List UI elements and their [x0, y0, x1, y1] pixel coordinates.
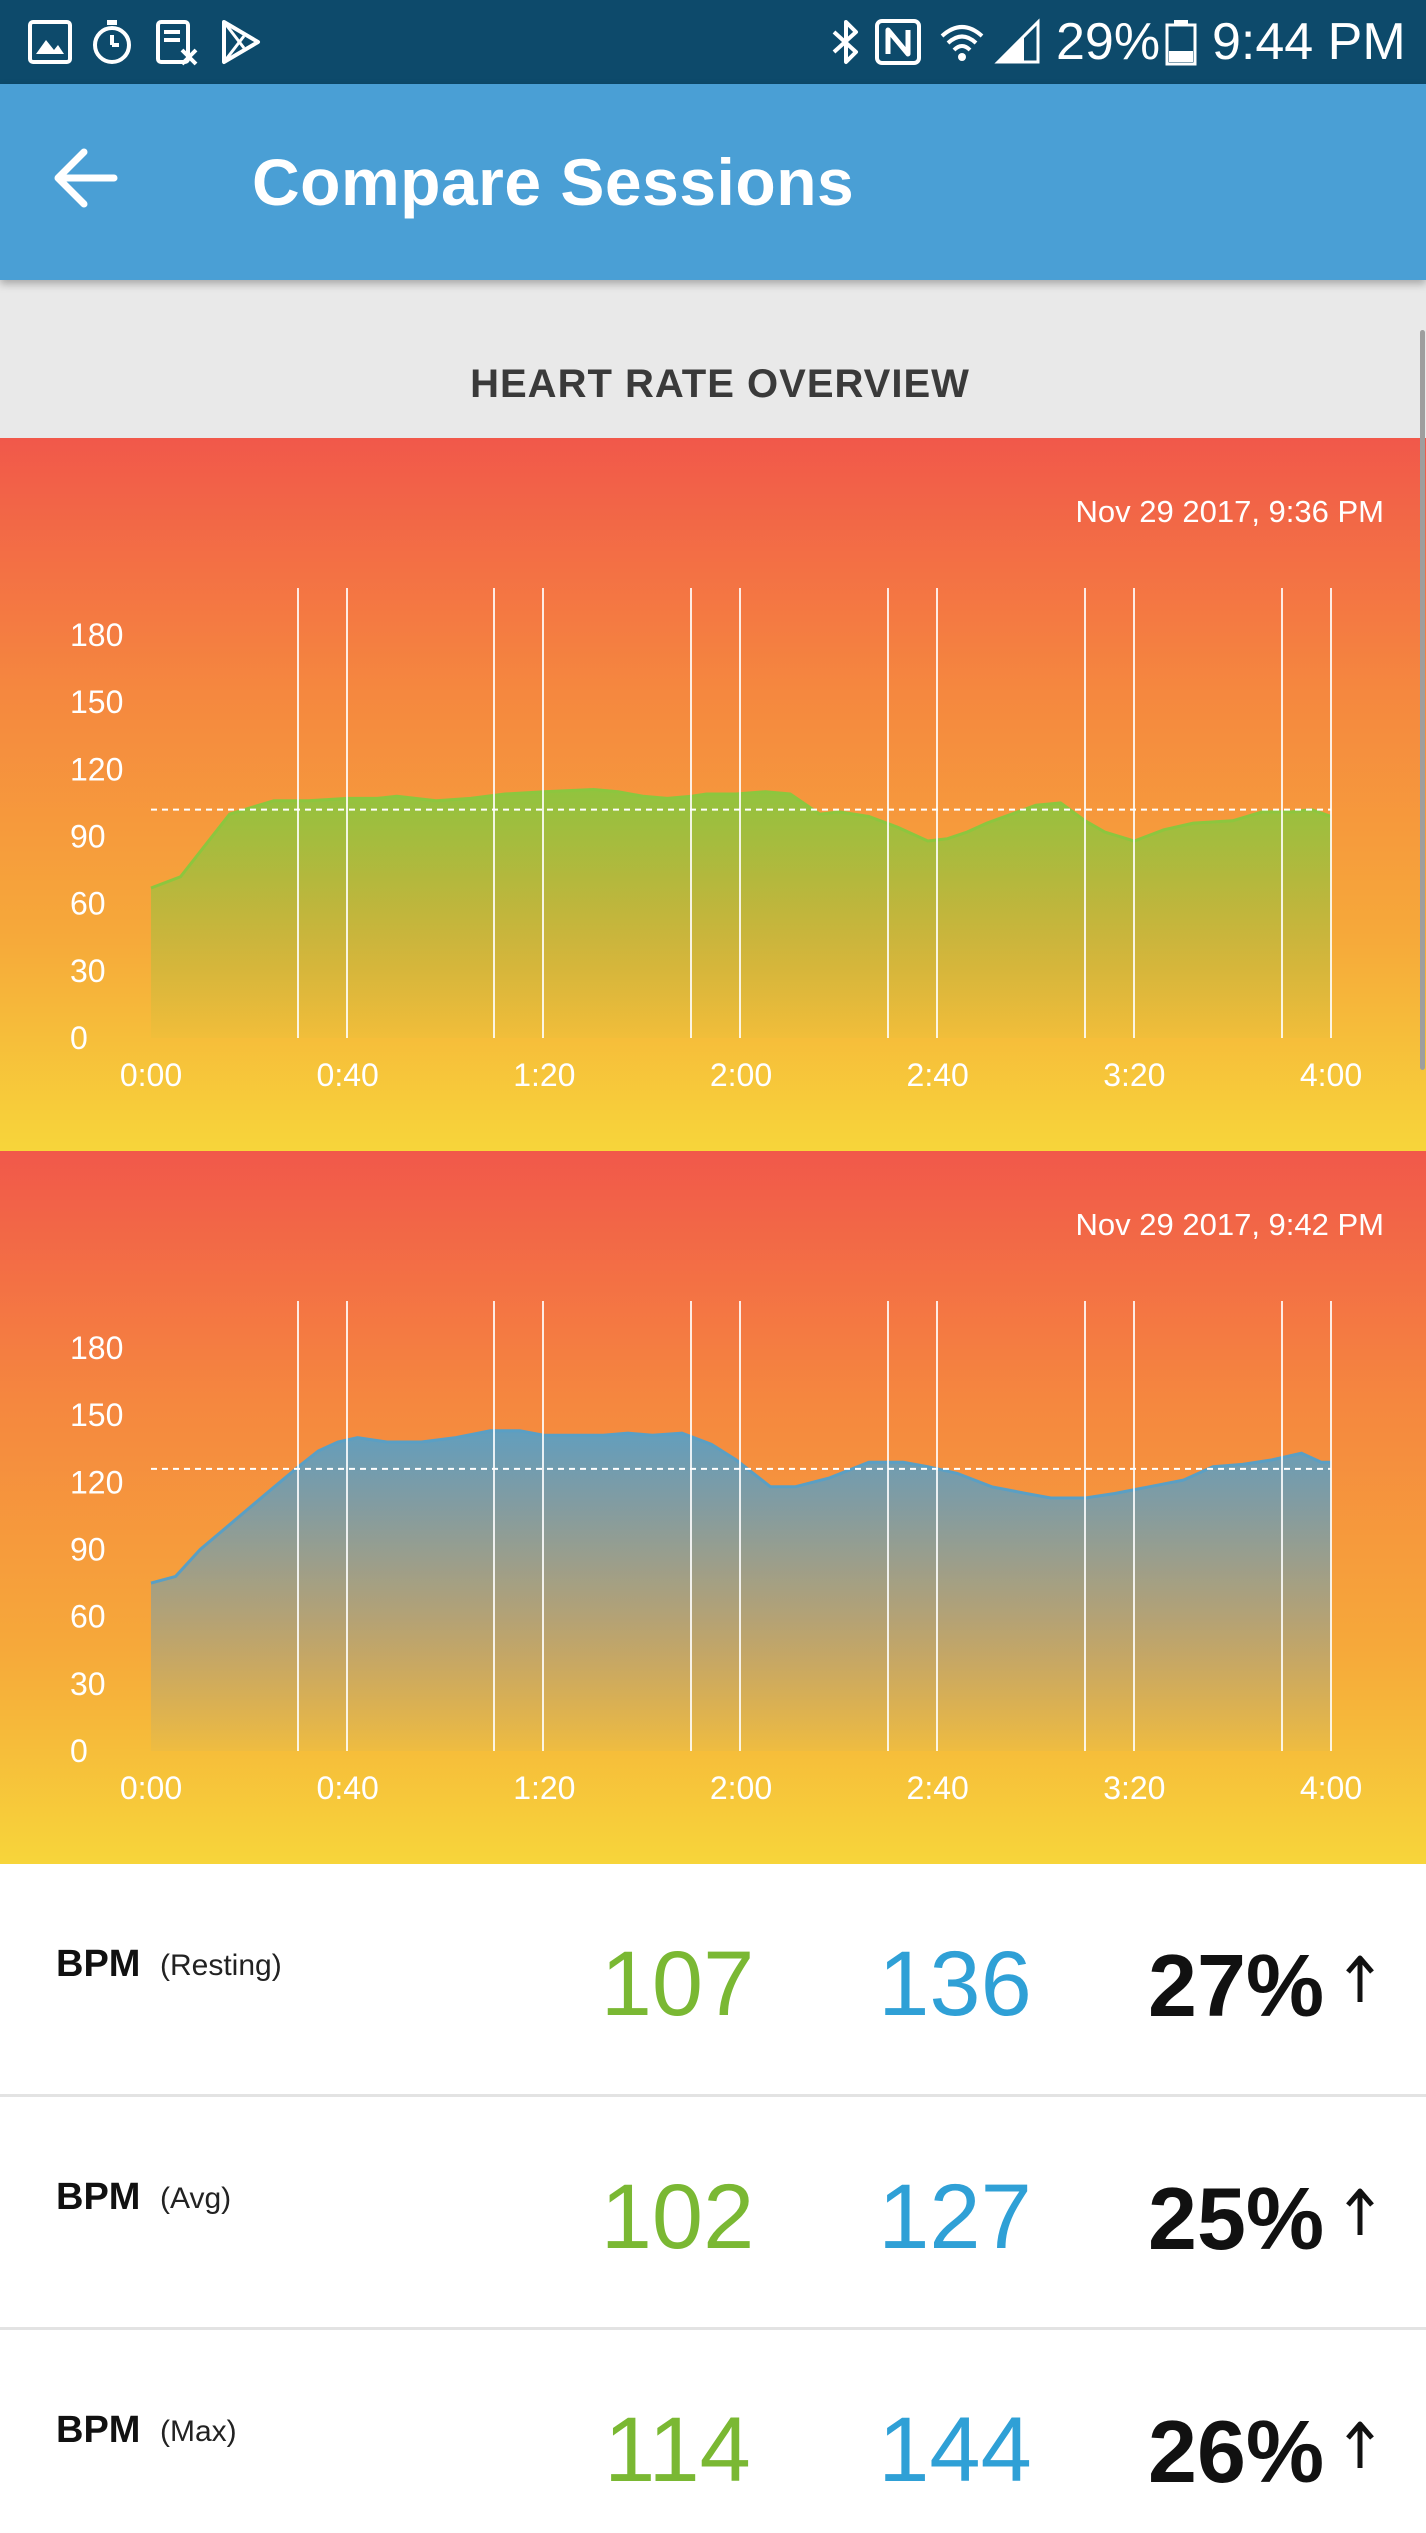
signal-icon: [994, 18, 1040, 64]
session-date: Nov 29 2017, 9:36 PM: [1075, 494, 1384, 529]
session-chart-1: Nov 29 2017, 9:36 PM 180 150 120 90 60 30 0 0:0…: [0, 438, 1426, 1151]
y-tick-label: 150: [70, 1397, 123, 1433]
stat-label: BPM: [56, 2176, 141, 2218]
session-2-value: 136: [878, 1933, 1032, 2035]
back-button[interactable]: [40, 128, 140, 228]
divider: [0, 2327, 1426, 2330]
section-header: [0, 280, 1426, 438]
y-tick-label: 90: [70, 1532, 106, 1568]
heart-rate-line: [150, 1429, 1331, 1585]
x-tick-label: 4:00: [1300, 1770, 1362, 1806]
battery-percent: 29%: [1056, 13, 1161, 71]
y-tick-label: 0: [70, 1733, 88, 1769]
nfc-icon: [875, 19, 921, 65]
stat-row-resting: BPM (Resting) 107 136 27%: [0, 1864, 1426, 2096]
stat-label: BPM: [56, 1943, 141, 1985]
change-percent: 26%: [1148, 2402, 1325, 2501]
status-time: 9:44 PM: [1212, 13, 1406, 71]
y-tick-label: 0: [70, 1020, 88, 1056]
session-2-value: 144: [878, 2399, 1032, 2501]
x-tick-label: 0:00: [120, 1057, 182, 1093]
session-1-value: 114: [604, 2399, 751, 2501]
heart-rate-chart: 180 150 120 90 60 30 0 0:00 0:40 1:20 2:00 2:40 3:20…: [70, 1301, 1362, 1806]
y-tick-label: 150: [70, 684, 123, 720]
session-date: Nov 29 2017, 9:42 PM: [1075, 1207, 1384, 1242]
stat-label: BPM: [56, 2409, 141, 2451]
x-tick-label: 3:20: [1103, 1770, 1165, 1806]
gallery-icon: [28, 20, 72, 64]
stopwatch-icon: [93, 20, 131, 64]
y-tick-label: 60: [70, 1599, 106, 1635]
y-tick-label: 60: [70, 886, 106, 922]
x-tick-label: 1:20: [513, 1770, 575, 1806]
stat-row-max: BPM (Max) 114 144 26%: [0, 2330, 1426, 2533]
y-tick-label: 30: [70, 1666, 106, 1702]
section-title: HEART RATE OVERVIEW: [470, 362, 970, 406]
stat-qualifier: (Resting): [160, 1949, 282, 1982]
x-tick-label: 4:00: [1300, 1057, 1362, 1093]
session-1-value: 102: [600, 2166, 755, 2268]
divider: [0, 2094, 1426, 2097]
battery-icon: [1165, 20, 1197, 66]
wifi-icon: [940, 25, 984, 61]
heart-rate-line: [150, 787, 1332, 890]
y-tick-label: 180: [70, 1330, 123, 1366]
x-tick-label: 3:20: [1103, 1057, 1165, 1093]
change-percent: 25%: [1148, 2169, 1325, 2268]
bluetooth-icon: [832, 20, 858, 64]
arrow-up-icon: [1346, 1955, 1374, 2002]
arrow-left-icon: [54, 148, 118, 208]
play-store-icon: [222, 20, 260, 64]
x-tick-label: 2:40: [907, 1057, 969, 1093]
x-tick-label: 2:00: [710, 1057, 772, 1093]
y-tick-label: 90: [70, 819, 106, 855]
x-tick-label: 0:40: [317, 1057, 379, 1093]
x-tick-label: 0:40: [317, 1770, 379, 1806]
y-tick-label: 120: [70, 751, 123, 787]
x-tick-label: 1:20: [513, 1057, 575, 1093]
heart-rate-chart: 180 150 120 90 60 30 0 0:00 0:40 1:20 2:00 2:40 3:20…: [70, 588, 1362, 1093]
session-chart-2: Nov 29 2017, 9:42 PM 180 150 120 90 60 30 0 0:0…: [0, 1151, 1426, 1864]
y-tick-label: 30: [70, 953, 106, 989]
change-percent: 27%: [1148, 1936, 1325, 2035]
y-tick-label: 180: [70, 617, 123, 653]
status-bar: 29% 9:44 PM: [0, 0, 1426, 84]
x-tick-label: 0:00: [120, 1770, 182, 1806]
stat-qualifier: (Max): [160, 2415, 237, 2448]
stat-qualifier: (Avg): [160, 2182, 232, 2215]
session-1-value: 107: [600, 1933, 755, 2035]
stat-row-avg: BPM (Avg) 102 127 25%: [0, 2097, 1426, 2329]
y-tick-label: 120: [70, 1464, 123, 1500]
app-bar: Compare Sessions: [0, 84, 1426, 280]
scrollbar[interactable]: [1420, 330, 1425, 1070]
session-2-value: 127: [878, 2166, 1032, 2268]
x-tick-label: 2:40: [907, 1770, 969, 1806]
x-tick-label: 2:00: [710, 1770, 772, 1806]
arrow-up-icon: [1346, 2421, 1374, 2468]
arrow-up-icon: [1346, 2188, 1374, 2235]
page-title: Compare Sessions: [252, 145, 855, 219]
screenshot-icon: [156, 20, 198, 66]
